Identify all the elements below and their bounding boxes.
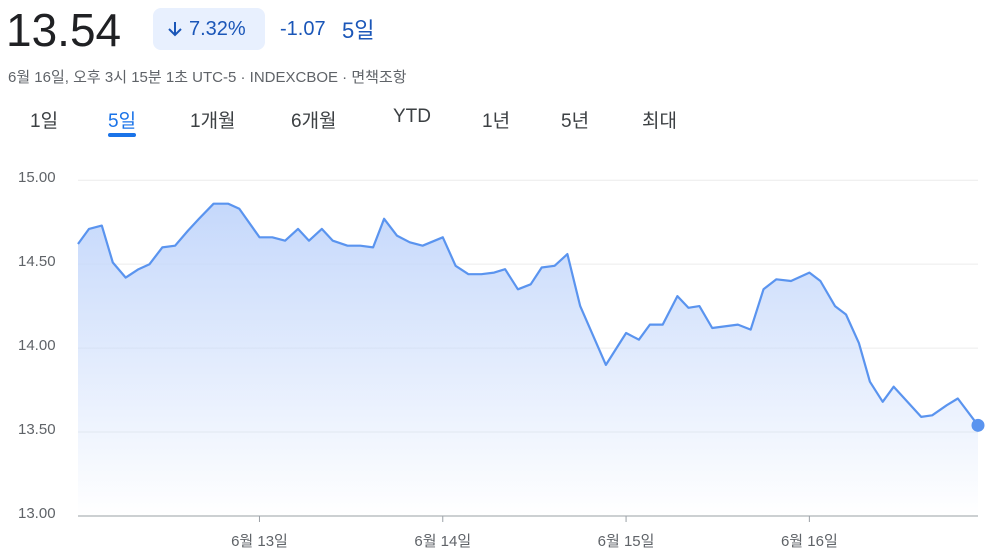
x-tick-label: 6월 13일 [231,533,288,550]
x-tick-label: 6월 14일 [414,533,471,550]
period: 5일 [342,18,375,43]
tab-underline [108,133,136,137]
meta: 6월 16일, 오후 3시 15분 1초 UTC-5 · INDEXCBOE ·… [8,69,407,86]
change-percent: 7.32% [189,18,246,40]
range-tab[interactable]: 1개월 [190,111,236,132]
y-tick-label: 13.00 [18,505,56,522]
range-tab[interactable]: YTD [393,106,431,127]
x-tick-label: 6월 15일 [598,533,655,550]
range-tab[interactable]: 6개월 [291,111,337,132]
y-tick-label: 13.50 [18,421,56,438]
down-arrow [168,22,182,37]
area [78,203,978,516]
y-tick-label: 15.00 [18,169,56,186]
range-tab[interactable]: 1일 [30,111,59,132]
range-tab[interactable]: 5년 [561,111,590,132]
change-badge: 7.32% [153,8,265,50]
change: -1.07 [280,18,326,40]
y-tick-label: 14.00 [18,337,56,354]
x-tick-label: 6월 16일 [781,533,838,550]
last-point [971,418,985,432]
price: 13.54 [6,4,122,56]
range-tab[interactable]: 1년 [482,111,511,132]
price-line [77,202,979,426]
y-tick-label: 14.50 [18,253,56,270]
range-tab[interactable]: 최대 [642,111,677,132]
range-tab[interactable]: 5일 [108,111,137,132]
